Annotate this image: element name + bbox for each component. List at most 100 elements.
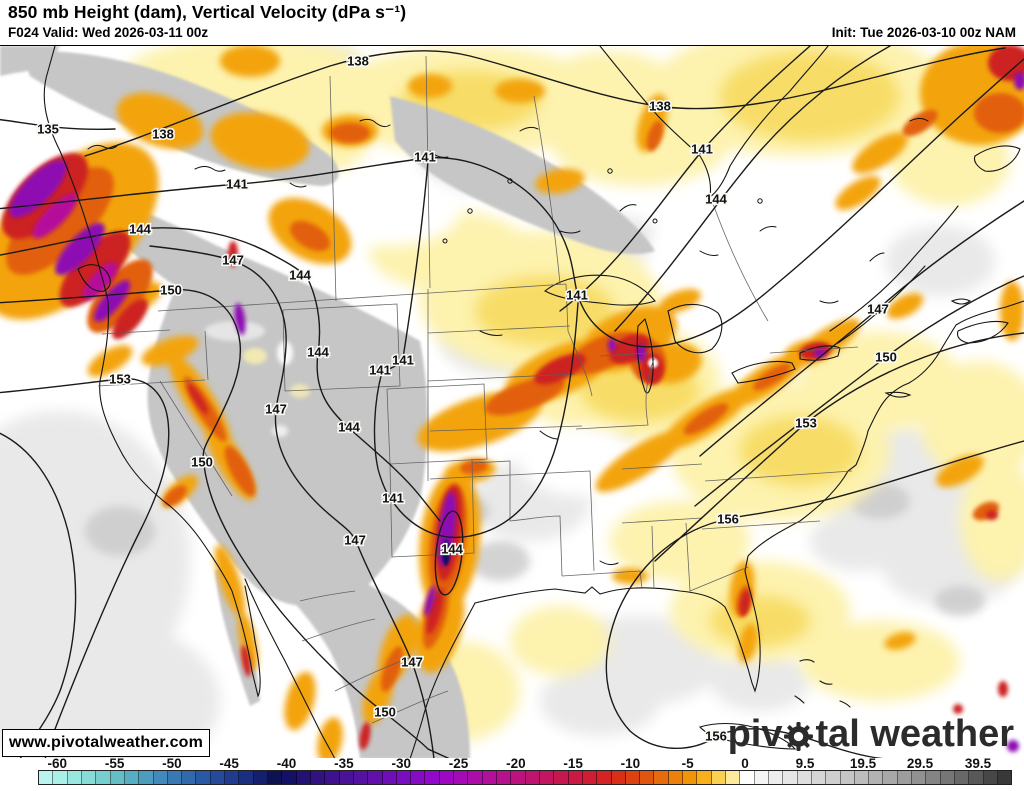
colorbar-cell	[182, 771, 197, 784]
colorbar-cell	[39, 771, 54, 784]
contour-label: 147	[344, 533, 366, 548]
colorbar-cell	[253, 771, 268, 784]
colorbar-cell	[554, 771, 569, 784]
contour-label: 144	[705, 192, 727, 207]
colorbar-cell	[625, 771, 641, 784]
colorbar-tick: 9.5	[795, 756, 815, 771]
colorbar-cell	[167, 771, 183, 784]
colorbar-cell	[883, 771, 898, 784]
contour-label: 156	[705, 729, 727, 744]
contour-label: 150	[191, 455, 213, 470]
page-title: 850 mb Height (dam), Vertical Velocity (…	[8, 2, 407, 22]
colorbar-tick: -25	[448, 756, 469, 771]
colorbar-cell	[425, 771, 440, 784]
colorbar-tick: 0	[741, 756, 749, 771]
colorbar-cell	[196, 771, 211, 784]
colorbar-cell	[239, 771, 254, 784]
colorbar-cell	[611, 771, 626, 784]
colorbar-tick: -15	[563, 756, 583, 771]
colorbar-tick: -35	[334, 756, 354, 771]
pivotal-weather-logo: piv tal weather	[728, 711, 1014, 757]
forecast-map: 135 138 138 138 141 141 141 141 141 141 141 144 144 1…	[0, 45, 1024, 759]
colorbar-tick: 39.5	[964, 756, 992, 771]
colorbar-cell	[468, 771, 483, 784]
colorbar-cell	[368, 771, 383, 784]
colorbar-cell	[668, 771, 684, 784]
colorbar-cell	[740, 771, 755, 784]
colorbar-cell	[582, 771, 598, 784]
contour-label: 144	[129, 222, 151, 237]
contour-label: 144	[289, 268, 311, 283]
colorbar-tick: 29.5	[906, 756, 934, 771]
contour-label: 147	[265, 402, 287, 417]
contour-label: 153	[795, 416, 817, 431]
contour-label: 147	[401, 655, 423, 670]
contour-label: 147	[867, 302, 889, 317]
colorbar-cell	[339, 771, 354, 784]
init-time-label: Init: Tue 2026-03-10 00z NAM	[831, 25, 1016, 40]
colorbar-cell	[711, 771, 726, 784]
valid-time-label: F024 Valid: Wed 2026-03-11 00z	[8, 25, 209, 40]
gear-icon	[784, 721, 814, 751]
colorbar-cell	[568, 771, 583, 784]
contour-label: 150	[374, 705, 396, 720]
url-watermark-box: www.pivotalweather.com	[2, 729, 210, 757]
coastlines	[43, 46, 1024, 759]
url-watermark-text: www.pivotalweather.com	[9, 734, 204, 751]
colorbar-cell	[497, 771, 512, 784]
contour-label: 156	[717, 512, 739, 527]
colorbar-cell	[482, 771, 497, 784]
colorbar-tick: -55	[104, 756, 125, 771]
colorbar-tick: -40	[276, 756, 297, 771]
colorbar-tick-labels: -60 -55 -50 -45 -40 -35 -30 -25 -20 -15 -10 -5 0 9.5 1…	[38, 756, 1012, 771]
colorbar-cell	[153, 771, 168, 784]
colorbar-cell	[897, 771, 913, 784]
contour-label: 141	[566, 288, 588, 303]
colorbar-cell	[511, 771, 526, 784]
colorbar-cell	[969, 771, 984, 784]
colorbar-cell	[282, 771, 297, 784]
contour-label: 144	[338, 420, 360, 435]
colorbar-cell	[797, 771, 812, 784]
colorbar-cell	[439, 771, 455, 784]
header: 850 mb Height (dam), Vertical Velocity (…	[0, 0, 1024, 45]
colorbar-tick: -10	[620, 756, 641, 771]
contour-label: 138	[649, 99, 671, 114]
colorbar-cell	[997, 771, 1012, 784]
contour-label: 141	[369, 363, 391, 378]
colorbar-cell	[353, 771, 369, 784]
colorbar-cell	[96, 771, 111, 784]
contour-label: 150	[875, 350, 897, 365]
colorbar-cell	[110, 771, 125, 784]
colorbar-tick: -5	[681, 756, 694, 771]
colorbar-cell	[926, 771, 941, 784]
contour-label: 144	[441, 542, 463, 557]
contour-label: 135	[37, 122, 59, 137]
colorbar-cell	[654, 771, 669, 784]
colorbar-cell	[640, 771, 655, 784]
logo-text-post: tal weather	[815, 712, 1014, 755]
colorbar-cell	[382, 771, 397, 784]
colorbar-cell	[983, 771, 998, 784]
colorbar-cell	[811, 771, 827, 784]
terrain-holes	[205, 321, 310, 437]
colorbar-cell	[955, 771, 970, 784]
contour-label: 141	[691, 142, 713, 157]
colorbar-cell	[869, 771, 884, 784]
colorbar-cell	[768, 771, 784, 784]
contour-label: 144	[307, 345, 329, 360]
colorbar-cell	[726, 771, 741, 784]
contour-label: 141	[226, 177, 248, 192]
colorbar-tick: -50	[162, 756, 182, 771]
colorbar-cell	[454, 771, 469, 784]
colorbar-cell	[81, 771, 97, 784]
contour-label: 141	[382, 491, 404, 506]
colorbar-cell	[310, 771, 326, 784]
colorbar-cell	[124, 771, 140, 784]
colorbar-cell	[296, 771, 311, 784]
colorbar-cell	[940, 771, 955, 784]
colorbar-tick: -20	[506, 756, 526, 771]
logo-text-pre: piv	[727, 712, 783, 755]
colorbar-cell	[268, 771, 283, 784]
